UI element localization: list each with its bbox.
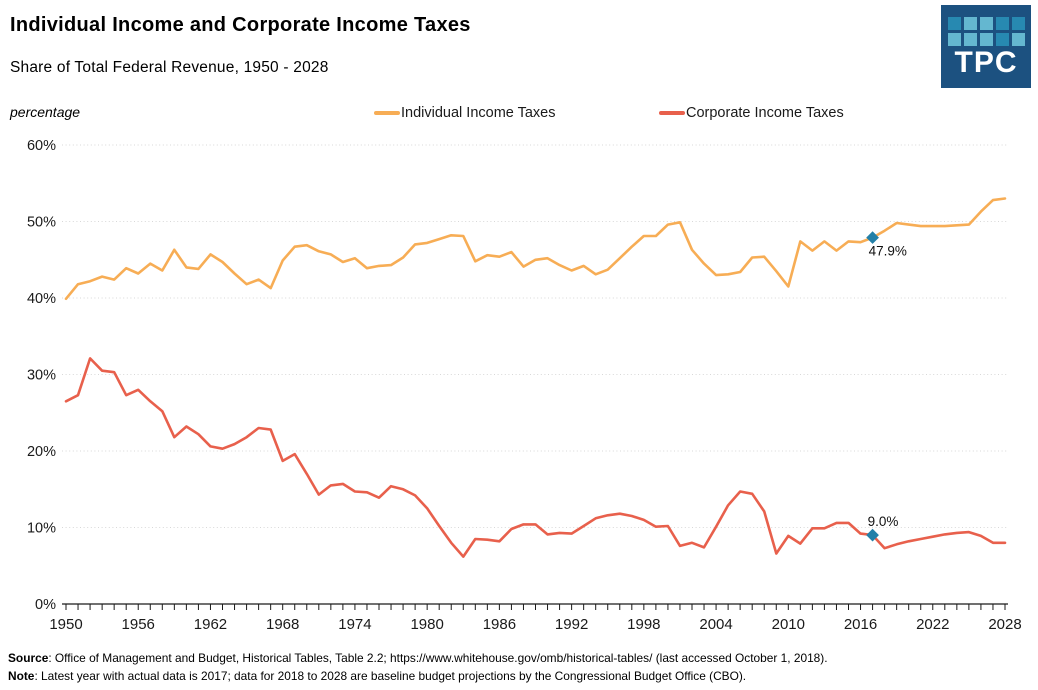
x-axis-tick-label: 2028	[988, 616, 1021, 633]
y-axis-tick-label: 20%	[27, 444, 56, 460]
footer-source-label: Source	[8, 651, 49, 665]
footer-note-label: Note	[8, 668, 35, 683]
data-point-label: 9.0%	[868, 514, 899, 529]
y-axis-tick-label: 40%	[27, 291, 56, 307]
footer-source-line: Source: Office of Management and Budget,…	[8, 650, 1034, 668]
legend-item-corporate-income: Corporate Income Taxes	[659, 103, 844, 122]
logo-square	[947, 17, 961, 30]
logo-square	[1011, 17, 1025, 30]
logo-text: TPC	[954, 46, 1018, 79]
tpc-logo: TPC	[941, 5, 1031, 88]
footer-source-text: : Office of Management and Budget, Histo…	[48, 651, 828, 665]
logo-square	[995, 17, 1009, 30]
legend-swatch-individual-income	[374, 110, 400, 115]
logo-square	[1011, 33, 1025, 46]
x-axis-tick-label: 2022	[916, 616, 949, 633]
data-point-label: 47.9%	[869, 244, 907, 259]
logo-square	[995, 33, 1009, 46]
y-axis-tick-label: 10%	[27, 521, 56, 537]
legend-swatch-corporate-income	[659, 110, 685, 115]
y-axis-tick-label: 50%	[27, 215, 56, 231]
x-axis-tick-label: 1992	[555, 616, 588, 633]
x-axis-tick-label: 2016	[844, 616, 877, 633]
x-axis-tick-label: 1950	[49, 616, 82, 633]
logo-square	[947, 33, 961, 46]
y-axis-tick-label: 30%	[27, 368, 56, 384]
logo-square	[963, 17, 977, 30]
legend-label-individual-income: Individual Income Taxes	[401, 104, 556, 121]
x-axis-tick-label: 1980	[410, 616, 443, 633]
logo-square	[963, 33, 977, 46]
x-axis-tick-label: 1968	[266, 616, 299, 633]
x-axis-tick-label: 1986	[483, 616, 516, 633]
y-axis-tick-label: 60%	[27, 138, 56, 154]
footer-note-line: Note: Latest year with actual data is 20…	[8, 668, 1034, 686]
logo-square	[979, 17, 993, 30]
footer-note-text: : Latest year with actual data is 2017; …	[34, 668, 747, 683]
footer: Source: Office of Management and Budget,…	[8, 650, 1034, 686]
y-axis-tick-label: 0%	[35, 597, 56, 613]
data-point-marker	[866, 231, 879, 244]
x-axis-tick-label: 2010	[772, 616, 805, 633]
x-axis-tick-label: 1974	[338, 616, 371, 633]
x-axis-tick-label: 2004	[699, 616, 732, 633]
logo-squares-grid	[947, 17, 1025, 46]
legend-label-corporate-income: Corporate Income Taxes	[686, 104, 844, 121]
x-axis-tick-label: 1956	[122, 616, 155, 633]
x-axis-tick-label: 1998	[627, 616, 660, 633]
y-axis-unit-label: percentage	[10, 104, 81, 120]
individual-income-taxes-line	[64, 197, 1007, 301]
page-subtitle: Share of Total Federal Revenue, 1950 - 2…	[10, 59, 329, 76]
corporate-income-taxes-line	[64, 357, 1007, 558]
x-axis-tick-label: 1962	[194, 616, 227, 633]
legend-item-individual-income: Individual Income Taxes	[374, 103, 556, 122]
page-title: Individual Income and Corporate Income T…	[10, 14, 471, 36]
line-chart: 0% 10% 20% 30% 40% 50% 60% 1950 1956 1962 1968 1974…	[27, 138, 1022, 633]
logo-square	[979, 33, 993, 46]
